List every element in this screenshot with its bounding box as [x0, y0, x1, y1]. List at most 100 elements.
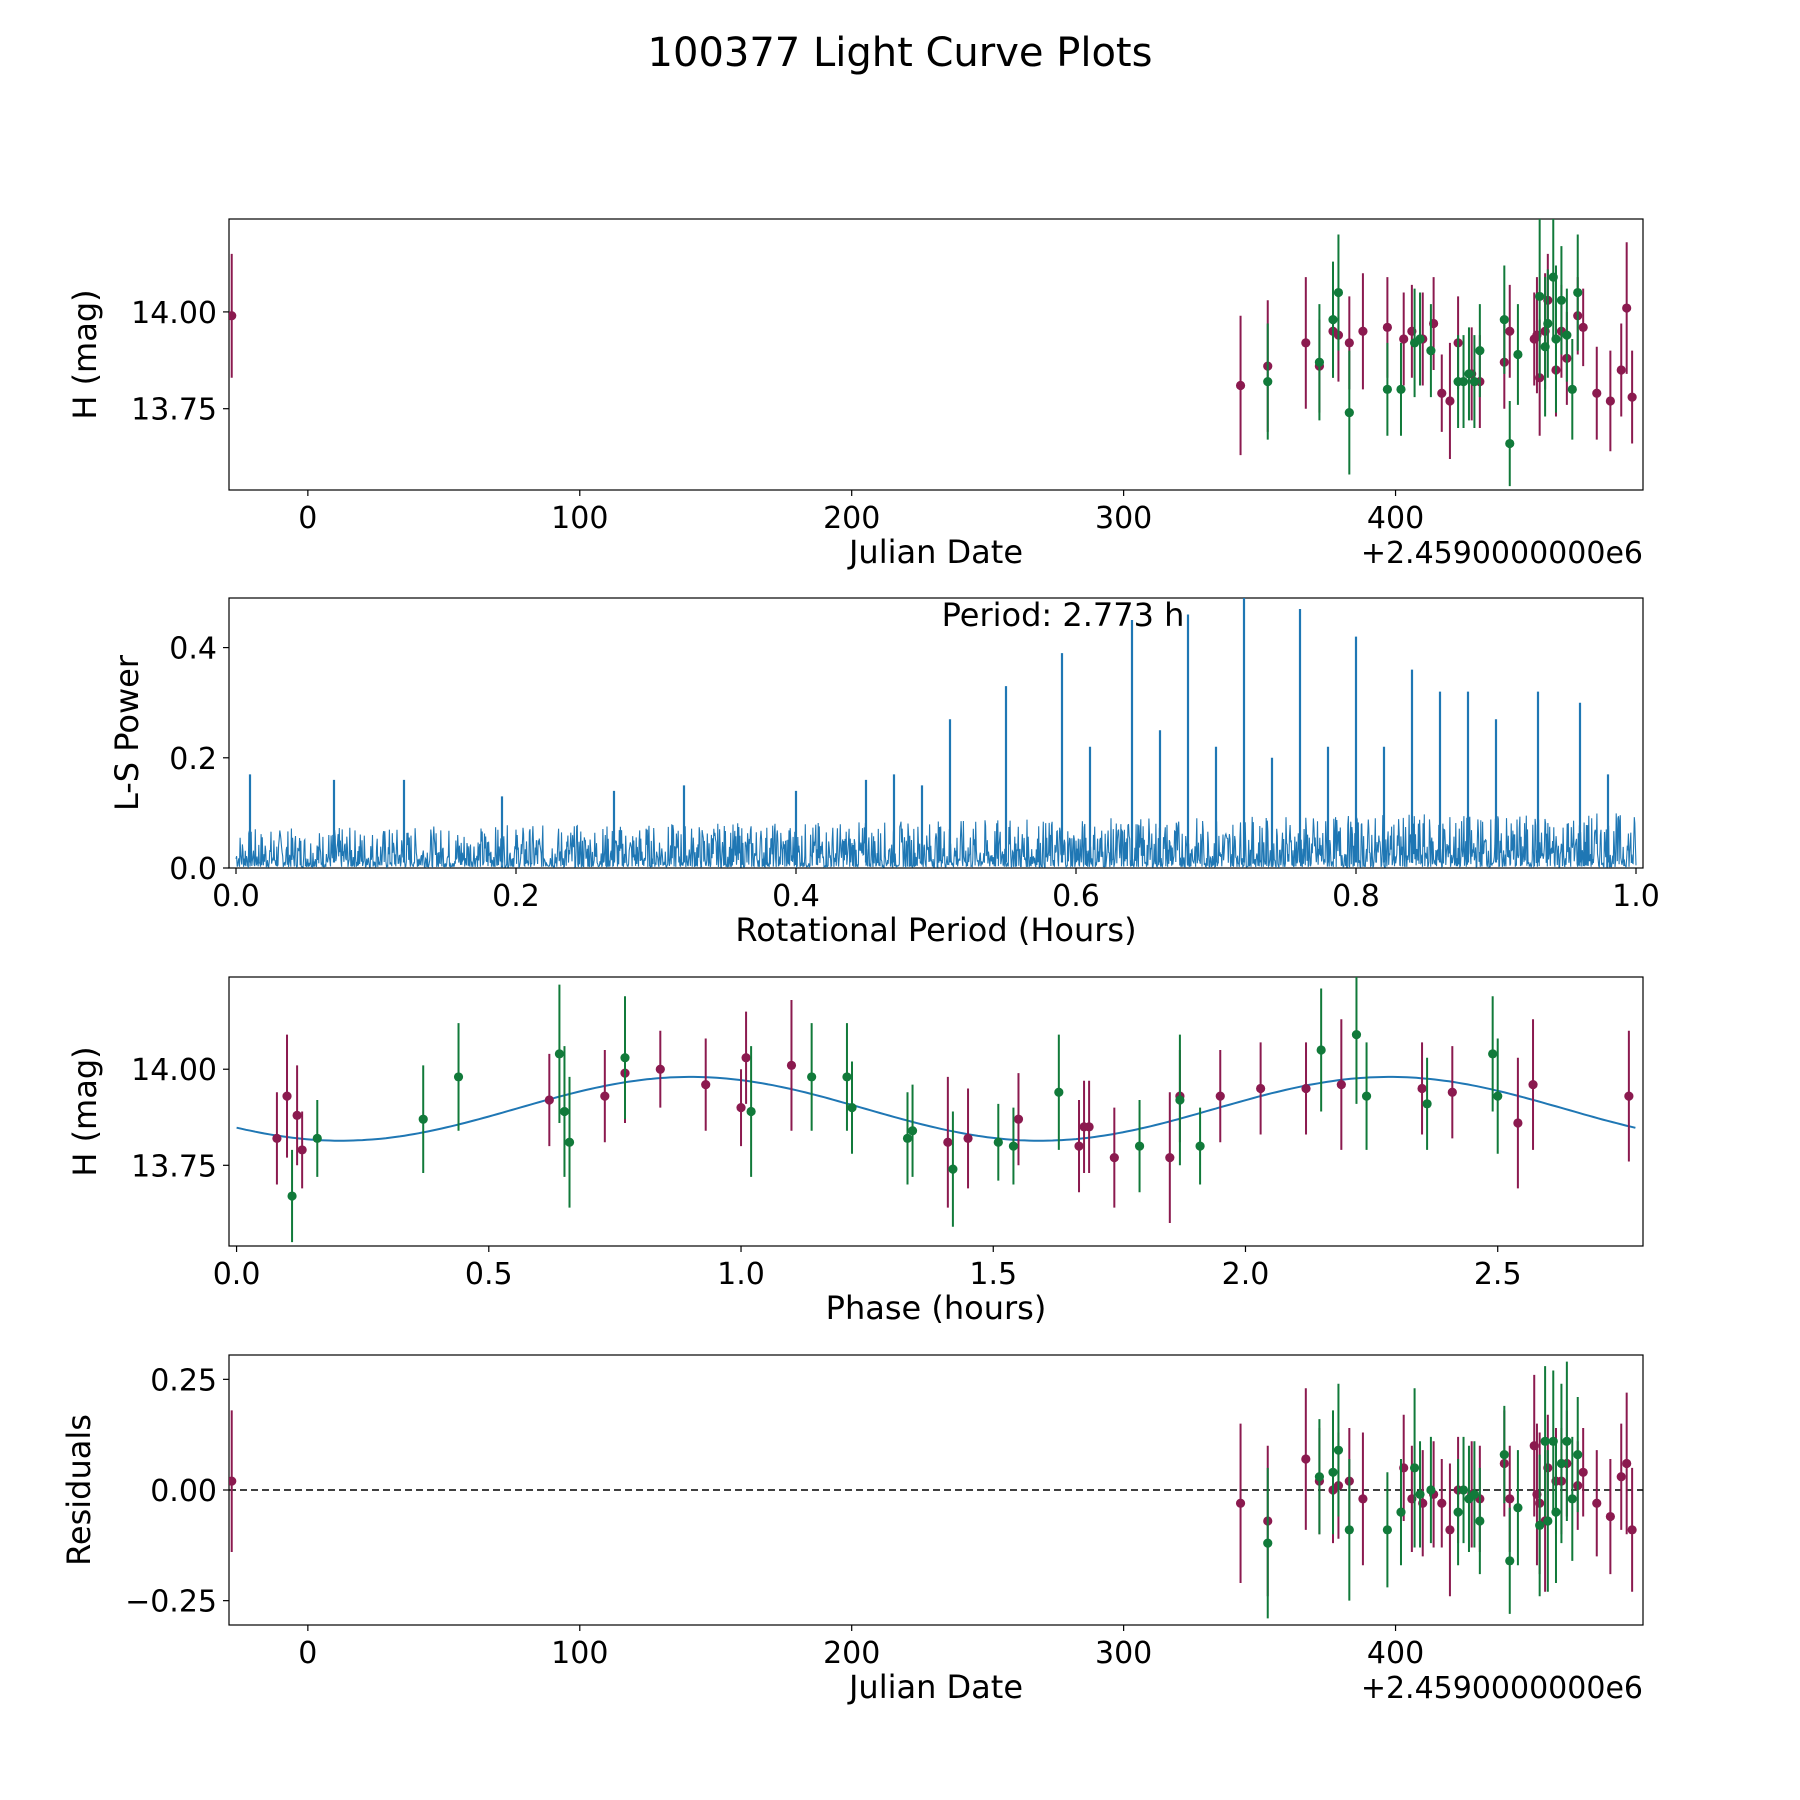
y-tick-label: 0.0 — [169, 852, 217, 887]
data-point-g — [620, 1053, 630, 1063]
data-point-g — [1469, 377, 1480, 387]
data-point-r — [1592, 388, 1602, 398]
data-point-g — [1488, 1049, 1498, 1059]
data-point-r — [1358, 326, 1368, 336]
data-point-g — [902, 1133, 913, 1143]
data-point-g — [1543, 318, 1553, 329]
y-tick-label: −0.25 — [125, 1585, 217, 1620]
data-point-g — [1535, 291, 1545, 302]
data-point-r — [1301, 338, 1311, 348]
data-point-g — [1316, 1045, 1326, 1055]
data-point-g — [1351, 1030, 1362, 1040]
x-tick-label: 0.8 — [1332, 879, 1380, 914]
data-point-g — [1562, 1436, 1572, 1446]
data-point-r — [1301, 1083, 1311, 1094]
data-point-r — [282, 1091, 292, 1101]
data-point-r — [600, 1091, 610, 1101]
data-point-r — [1437, 1498, 1447, 1508]
y-axis-label: Residuals — [60, 1414, 98, 1566]
data-point-r — [1627, 392, 1637, 402]
data-point-g — [948, 1164, 958, 1174]
data-point-r — [229, 311, 237, 321]
x-tick-label: 0.5 — [465, 1257, 513, 1292]
data-point-r — [1336, 1080, 1346, 1090]
data-point-r — [1616, 1472, 1626, 1482]
data-point-g — [1328, 315, 1338, 325]
data-point-r — [1109, 1153, 1119, 1163]
data-point-g — [554, 1049, 565, 1059]
data-point-g — [1415, 1489, 1425, 1500]
y-tick-label: 0.25 — [150, 1363, 217, 1398]
data-point-r — [1445, 396, 1455, 406]
power-noise-line — [235, 813, 1637, 868]
data-point-g — [1344, 1525, 1354, 1535]
x-tick-label: 200 — [823, 501, 880, 536]
x-offset-label: +2.4590000000e6 — [1361, 536, 1643, 571]
data-point-r — [297, 1145, 307, 1155]
data-point-g — [1382, 1525, 1392, 1535]
x-tick-label: 0.2 — [492, 879, 540, 914]
data-point-g — [1314, 357, 1325, 367]
data-point-g — [842, 1072, 852, 1082]
data-point-r — [1627, 1525, 1637, 1535]
y-tick-label: 0.00 — [150, 1474, 217, 1509]
axes-frame — [228, 597, 1644, 869]
data-point-r — [1605, 1511, 1615, 1522]
x-tick-label: 0 — [298, 1636, 317, 1671]
y-tick-label: 14.00 — [131, 1053, 217, 1088]
x-tick-label: 0 — [298, 501, 317, 536]
data-point-g — [907, 1126, 918, 1136]
fit-curve — [236, 1075, 1636, 1142]
data-point-g — [1426, 346, 1436, 356]
data-point-r — [943, 1137, 953, 1147]
data-point-r — [1215, 1091, 1225, 1101]
data-point-r — [1505, 1494, 1515, 1504]
data-point-r — [1447, 1087, 1457, 1097]
y-axis-label: L-S Power — [108, 654, 146, 811]
data-point-r — [1437, 388, 1447, 398]
data-point-g — [559, 1106, 570, 1117]
data-point-g — [312, 1133, 322, 1143]
data-point-g — [1422, 1099, 1432, 1109]
data-point-r — [963, 1133, 973, 1143]
data-point-r — [1382, 322, 1392, 332]
x-tick-label: 100 — [551, 501, 608, 536]
data-point-r — [655, 1064, 665, 1074]
y-tick-label: 0.2 — [169, 742, 217, 777]
data-point-g — [1458, 377, 1469, 387]
y-axis-label: H (mag) — [66, 1046, 104, 1176]
data-point-g — [1333, 1445, 1344, 1455]
data-point-g — [1396, 1507, 1406, 1517]
x-tick-label: 1.0 — [717, 1257, 765, 1292]
data-point-g — [1328, 1467, 1338, 1477]
data-point-r — [1578, 1467, 1588, 1477]
data-point-r — [1505, 326, 1515, 336]
y-tick-label: 13.75 — [131, 393, 217, 428]
panel-phased: 0.0 0.5 1.0 1.5 2.0 2.5 13.75 14.00 Phase (hours… — [66, 976, 1644, 1327]
data-point-g — [1195, 1141, 1205, 1151]
data-point-g — [1556, 295, 1567, 305]
data-point-r — [1528, 1080, 1538, 1090]
data-point-g — [1333, 287, 1344, 298]
data-point-r — [741, 1053, 751, 1063]
data-point-g — [1453, 1507, 1463, 1517]
data-point-g — [1415, 334, 1425, 344]
data-point-g — [1263, 1538, 1273, 1548]
plot-area — [229, 1361, 1637, 1619]
y-tick-label: 13.75 — [131, 1149, 217, 1184]
data-point-g — [1493, 1091, 1503, 1101]
data-point-r — [1624, 1091, 1634, 1101]
data-point-g — [1475, 346, 1485, 356]
plot-area — [236, 977, 1636, 1243]
data-point-r — [786, 1060, 797, 1070]
data-point-g — [564, 1137, 575, 1147]
data-point-r — [1399, 334, 1409, 344]
data-point-g — [1505, 438, 1515, 449]
period-annotation: Period: 2.773 h — [942, 596, 1185, 634]
x-tick-label: 0.0 — [212, 879, 260, 914]
x-tick-label: 200 — [823, 1636, 880, 1671]
data-point-g — [1054, 1087, 1064, 1097]
data-point-r — [1445, 1525, 1455, 1535]
data-point-r — [1235, 1498, 1246, 1508]
x-axis-label: Rotational Period (Hours) — [735, 911, 1136, 949]
